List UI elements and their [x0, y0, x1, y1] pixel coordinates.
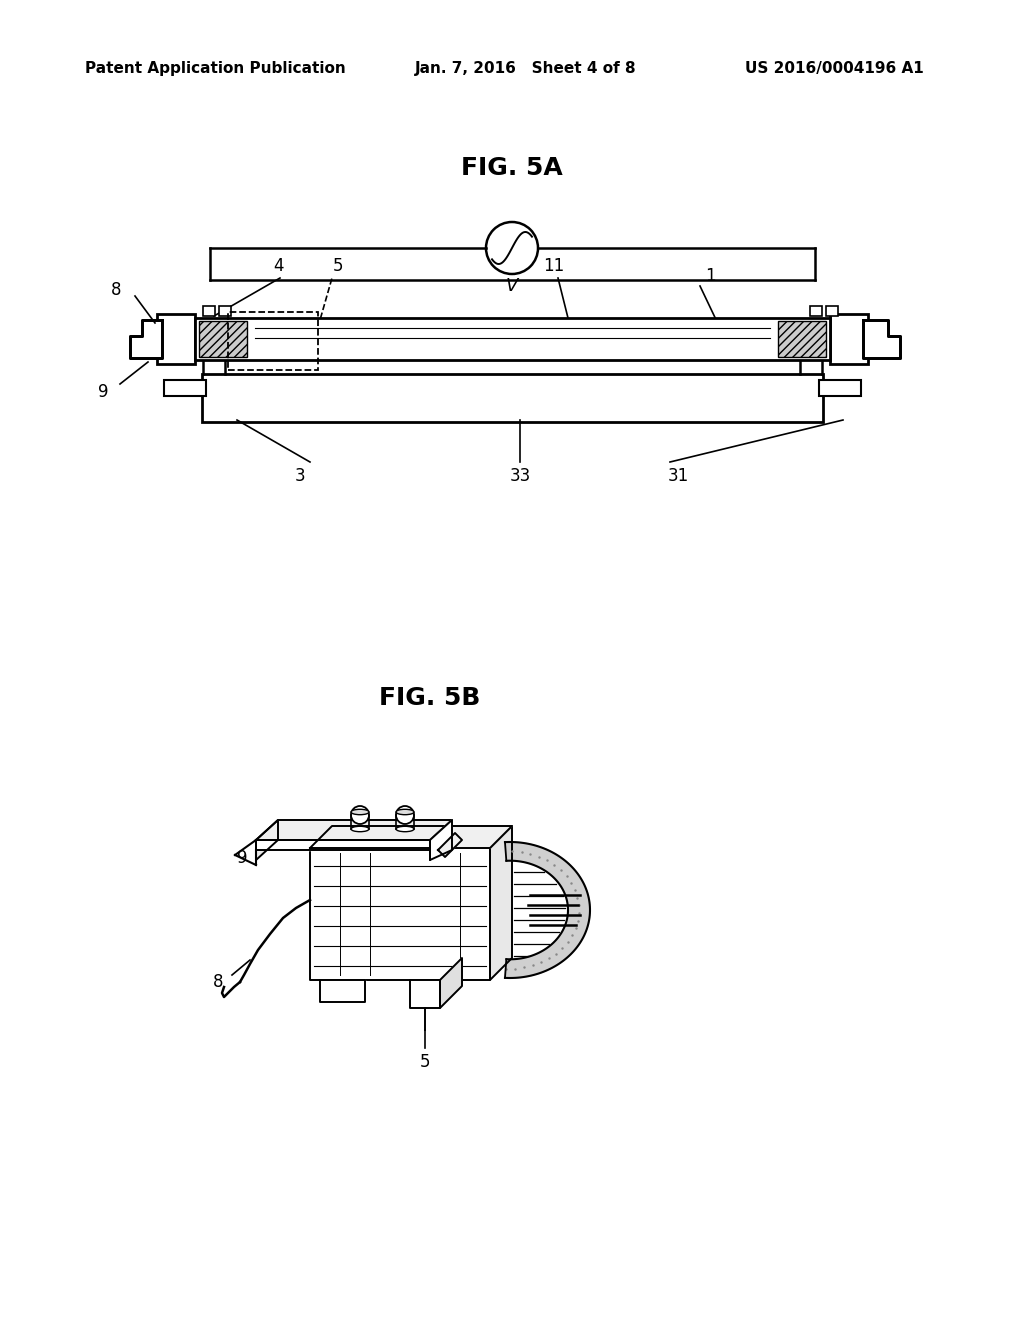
- Polygon shape: [440, 958, 462, 1008]
- Text: Patent Application Publication: Patent Application Publication: [85, 61, 346, 75]
- Ellipse shape: [351, 826, 369, 832]
- Text: 9: 9: [97, 383, 109, 401]
- Ellipse shape: [351, 809, 369, 814]
- Bar: [203, 306, 215, 315]
- Polygon shape: [490, 826, 512, 979]
- Polygon shape: [130, 319, 162, 358]
- Text: 3: 3: [295, 467, 305, 484]
- Text: US 2016/0004196 A1: US 2016/0004196 A1: [745, 61, 924, 75]
- Polygon shape: [505, 842, 590, 978]
- Bar: [830, 314, 868, 364]
- Polygon shape: [256, 820, 452, 840]
- Text: FIG. 5B: FIG. 5B: [379, 686, 480, 710]
- Bar: [157, 314, 195, 364]
- Text: FIG. 5A: FIG. 5A: [461, 156, 563, 180]
- Text: 9: 9: [237, 849, 247, 867]
- Text: 4: 4: [272, 257, 284, 275]
- Polygon shape: [863, 319, 900, 358]
- Polygon shape: [438, 833, 462, 857]
- Bar: [199, 321, 247, 356]
- Bar: [819, 380, 861, 396]
- Bar: [810, 306, 822, 315]
- Text: 33: 33: [509, 467, 530, 484]
- Circle shape: [396, 807, 414, 824]
- Text: 8: 8: [111, 281, 121, 300]
- Text: 11: 11: [544, 257, 564, 275]
- Polygon shape: [310, 847, 490, 979]
- Text: 5: 5: [420, 1053, 430, 1071]
- Polygon shape: [256, 840, 430, 850]
- Polygon shape: [319, 979, 365, 1002]
- Bar: [228, 312, 318, 370]
- Bar: [219, 306, 231, 315]
- Text: 8: 8: [213, 973, 223, 991]
- Polygon shape: [310, 826, 512, 847]
- Polygon shape: [430, 820, 452, 861]
- Text: 31: 31: [668, 467, 688, 484]
- Bar: [826, 306, 838, 315]
- Ellipse shape: [396, 826, 414, 832]
- Bar: [778, 321, 826, 356]
- Bar: [202, 374, 823, 422]
- Bar: [164, 380, 206, 396]
- Bar: [195, 318, 830, 360]
- Polygon shape: [256, 820, 278, 861]
- Ellipse shape: [396, 809, 414, 814]
- Circle shape: [351, 807, 369, 824]
- Polygon shape: [410, 979, 440, 1008]
- Text: V: V: [506, 277, 518, 294]
- Text: 5: 5: [333, 257, 343, 275]
- Text: 1: 1: [706, 267, 716, 285]
- Text: Jan. 7, 2016   Sheet 4 of 8: Jan. 7, 2016 Sheet 4 of 8: [415, 61, 637, 75]
